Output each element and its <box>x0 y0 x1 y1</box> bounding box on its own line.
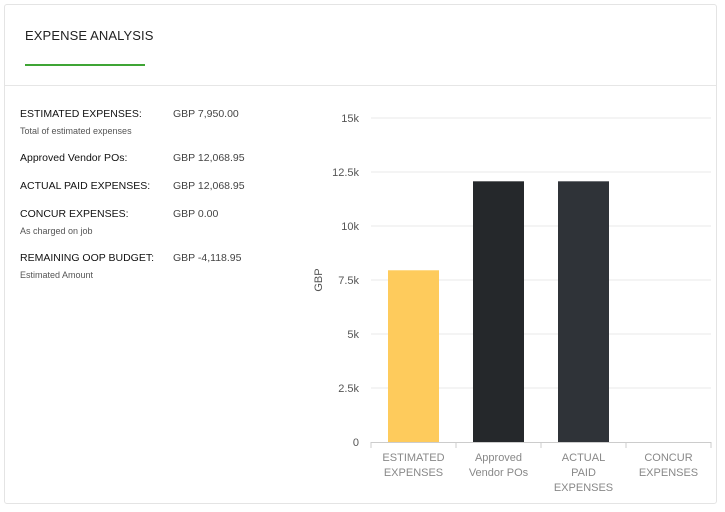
summary-label: ACTUAL PAID EXPENSES: <box>20 180 151 192</box>
expense-summary: ESTIMATED EXPENSES: Total of estimated e… <box>20 108 300 296</box>
summary-row-estimated: ESTIMATED EXPENSES: Total of estimated e… <box>20 108 300 137</box>
bar <box>388 270 439 442</box>
summary-value: GBP -4,118.95 <box>173 252 242 264</box>
x-tick-label: ESTIMATED EXPENSES <box>382 452 444 479</box>
summary-label: REMAINING OOP BUDGET: <box>20 252 154 264</box>
summary-row-vendor-pos: Approved Vendor POs: GBP 12,068.95 <box>20 152 300 165</box>
summary-value: GBP 12,068.95 <box>173 152 245 164</box>
expense-analysis-card: EXPENSE ANALYSIS ESTIMATED EXPENSES: Tot… <box>4 4 717 504</box>
y-tick-label: 0 <box>353 437 359 449</box>
y-tick-label: 10k <box>341 221 359 233</box>
card-header: EXPENSE ANALYSIS <box>5 5 716 86</box>
y-axis-label: GBP <box>313 268 325 291</box>
summary-row-remaining-budget: REMAINING OOP BUDGET: Estimated Amount G… <box>20 252 300 281</box>
summary-row-concur: CONCUR EXPENSES: As charged on job GBP 0… <box>20 208 300 237</box>
x-tick-label: CONCUR EXPENSES <box>639 452 698 479</box>
y-tick-label: 12.5k <box>332 167 359 179</box>
bar <box>558 181 609 442</box>
summary-sublabel: Total of estimated expenses <box>20 126 132 136</box>
summary-label: ESTIMATED EXPENSES: <box>20 108 142 120</box>
summary-label: CONCUR EXPENSES: <box>20 208 129 220</box>
y-tick-label: 5k <box>347 329 359 341</box>
bar <box>473 181 524 442</box>
summary-row-actual-paid: ACTUAL PAID EXPENSES: GBP 12,068.95 <box>20 180 300 193</box>
expense-bar-chart: 0 2.5k 5k 7.5k 10k 12.5k 15k GBP ESTIMATED EXPENS… <box>313 113 712 494</box>
summary-sublabel: As charged on job <box>20 226 93 236</box>
summary-sublabel: Estimated Amount <box>20 270 94 280</box>
active-tab-indicator <box>25 64 145 66</box>
y-tick-label: 7.5k <box>338 275 359 287</box>
summary-label: Approved Vendor POs: <box>20 152 128 164</box>
x-tick-label: Approved Vendor POs <box>469 452 529 479</box>
x-tick-label: ACTUAL PAID EXPENSES <box>554 452 613 494</box>
y-tick-label: 2.5k <box>338 383 359 395</box>
y-tick-label: 15k <box>341 113 359 125</box>
summary-value: GBP 7,950.00 <box>173 108 239 120</box>
tab-expense-analysis[interactable]: EXPENSE ANALYSIS <box>25 28 154 43</box>
summary-value: GBP 12,068.95 <box>173 180 245 192</box>
summary-value: GBP 0.00 <box>173 208 219 220</box>
